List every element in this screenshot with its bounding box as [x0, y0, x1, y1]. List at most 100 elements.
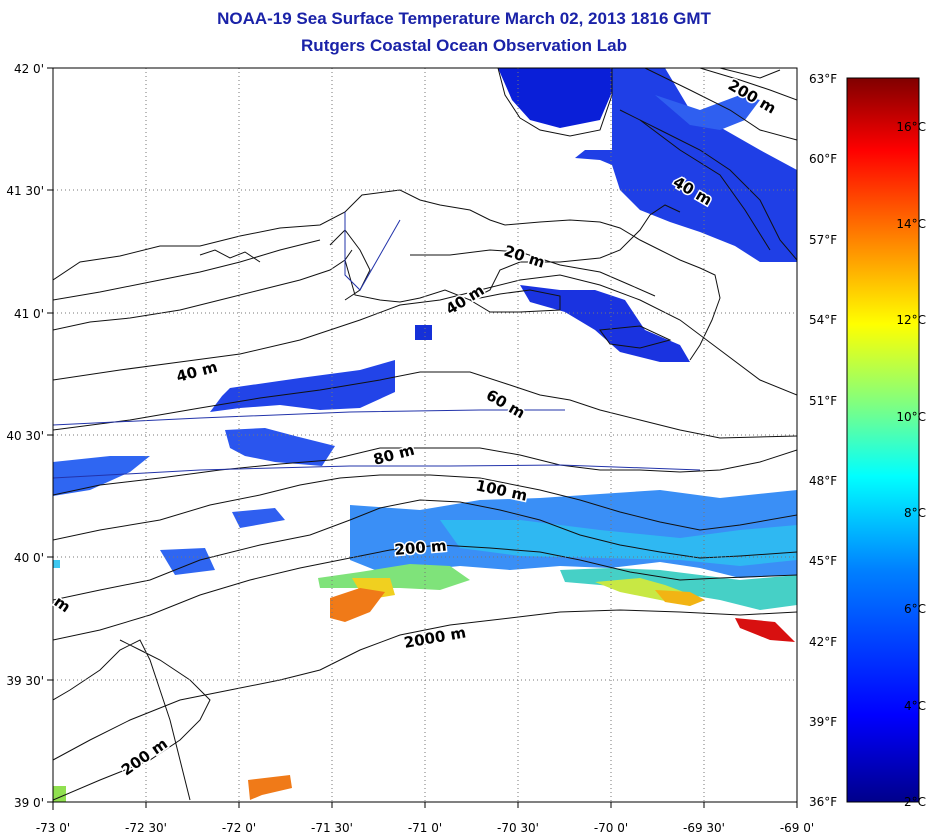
lon-label: -72 0' [222, 821, 256, 835]
contour-2000m [53, 609, 797, 761]
lon-label: -73 0' [36, 821, 70, 835]
sst-patch [53, 560, 60, 568]
fahrenheit-label: 36°F [809, 795, 837, 809]
fahrenheit-label: 39°F [809, 715, 837, 729]
contour-40m [53, 274, 797, 396]
coastline [329, 229, 371, 301]
fahrenheit-label: 42°F [809, 635, 837, 649]
coastline [344, 204, 681, 303]
celsius-label: 2°C [904, 795, 926, 809]
contour-label: 80 m [371, 441, 416, 469]
sst-data-layer [53, 68, 797, 802]
contour-200m [644, 68, 797, 141]
sst-patch [232, 508, 285, 528]
sst-patch [655, 590, 705, 606]
graticule [53, 68, 797, 802]
sst-patch [560, 568, 797, 610]
lon-label: -72 30' [125, 821, 167, 835]
coastline [53, 249, 353, 331]
lat-label: 42 0' [14, 62, 44, 76]
lat-label: 41 30' [6, 184, 44, 198]
contour-deep [53, 639, 191, 801]
fahrenheit-label: 60°F [809, 152, 837, 166]
longitude-labels: -73 0' -72 30' -72 0' -71 30' -71 0' -70… [36, 821, 814, 835]
lat-label: 39 30' [6, 674, 44, 688]
sst-patch [498, 68, 612, 128]
contour-20m [410, 249, 656, 297]
contour-deep [699, 68, 797, 101]
celsius-label: 10°C [896, 410, 926, 424]
celsius-label: 6°C [904, 602, 926, 616]
lat-label: 41 0' [14, 307, 44, 321]
coast-and-contours [53, 68, 797, 801]
lat-label: 39 0' [14, 796, 44, 810]
sst-patch [415, 325, 432, 340]
fahrenheit-label: 63°F [809, 72, 837, 86]
celsius-label: 14°C [896, 217, 926, 231]
coastline [519, 68, 613, 137]
transect-line [344, 212, 401, 291]
lon-label: -71 0' [408, 821, 442, 835]
island-outline [599, 325, 672, 349]
sst-patch [210, 360, 395, 412]
sst-patch [248, 775, 292, 800]
coastline [53, 239, 321, 301]
sst-patch [735, 618, 795, 642]
contour-100m [53, 499, 797, 601]
latitude-labels: 42 0' 41 30' 41 0' 40 30' 40 0' 39 30' 3… [6, 62, 44, 810]
fahrenheit-label: 54°F [809, 313, 837, 327]
contour-80m [53, 474, 797, 541]
lon-label: -69 0' [780, 821, 814, 835]
fahrenheit-label: 51°F [809, 394, 837, 408]
coastline [53, 189, 506, 281]
lon-label: -70 30' [497, 821, 539, 835]
transect-line [53, 464, 701, 479]
sst-patch [53, 456, 150, 496]
celsius-label: 4°C [904, 699, 926, 713]
colorbar-celsius-labels: 16°C 14°C 12°C 10°C 8°C 6°C 4°C 2°C [896, 120, 926, 809]
contour-200m [53, 639, 211, 801]
celsius-label: 12°C [896, 313, 926, 327]
coastline [199, 249, 261, 263]
lon-label: -70 0' [594, 821, 628, 835]
contour-deep [619, 109, 797, 261]
lon-label: -69 30' [683, 821, 725, 835]
sst-patch [330, 588, 385, 622]
contour-200m [53, 544, 797, 641]
lon-label: -71 30' [311, 821, 353, 835]
sst-patch [53, 786, 66, 802]
island-outline [468, 289, 561, 313]
sst-patch [440, 520, 797, 566]
sst-patch [160, 548, 215, 575]
fahrenheit-label: 57°F [809, 233, 837, 247]
contour-label: 60 m [483, 386, 528, 422]
coastline [497, 68, 521, 119]
fahrenheit-label: 45°F [809, 554, 837, 568]
map-subtitle: Rutgers Coastal Ocean Observation Lab [301, 36, 627, 55]
celsius-label: 8°C [904, 506, 926, 520]
frame-ticks [47, 67, 798, 810]
map-title: NOAA-19 Sea Surface Temperature March 02… [217, 9, 711, 28]
contour-60m [53, 447, 797, 496]
contour-label: 20 m [502, 242, 547, 272]
contour-label: 2000 m [403, 623, 468, 652]
contour-deep [719, 68, 781, 79]
contour-label: 200 m [118, 735, 171, 780]
contour-40m [53, 371, 797, 439]
sst-patch [318, 564, 470, 590]
sst-patch [655, 95, 760, 130]
sst-patch [575, 68, 797, 262]
transect-lines [53, 212, 701, 479]
fahrenheit-label: 48°F [809, 474, 837, 488]
celsius-label: 16°C [896, 120, 926, 134]
coastline [504, 219, 721, 361]
contour-deep [639, 119, 771, 251]
sst-patch [520, 285, 690, 362]
sst-patch [225, 428, 335, 466]
lat-label: 40 30' [6, 429, 44, 443]
colorbar [846, 77, 920, 803]
lat-label: 40 0' [14, 551, 44, 565]
colorbar-fahrenheit-labels: 63°F 60°F 57°F 54°F 51°F 48°F 45°F 42°F … [809, 72, 837, 809]
transect-line [53, 409, 565, 426]
